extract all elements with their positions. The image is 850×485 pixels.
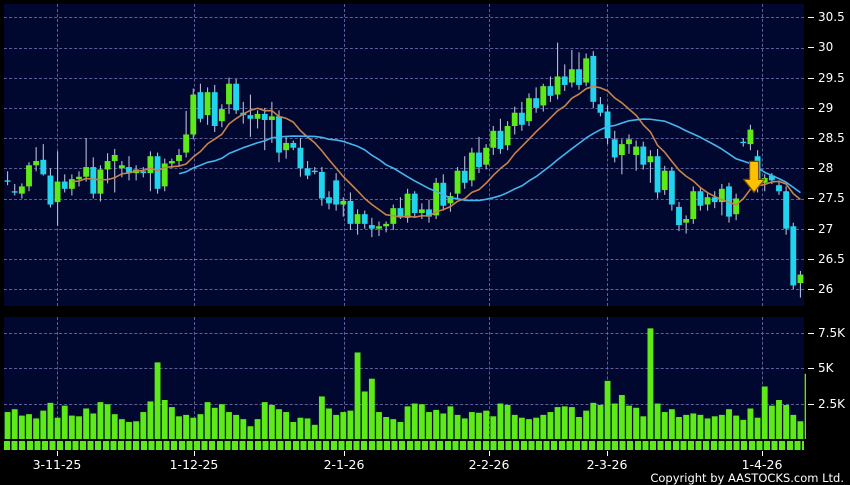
date-tick-label: 2-1-26 [323,457,365,472]
price-gridline [4,17,804,19]
price-axis-tick [808,77,814,79]
volume-axis-label: 7.5K [818,325,845,340]
price-axis-label: 27.5 [818,191,845,206]
date-gridline [344,317,345,439]
price-axis-label: 27 [818,221,834,236]
volume-bar-series [4,328,825,439]
volume-gridline [4,403,804,405]
date-axis: 3-11-25 1-12-25 2-1-26 2-2-26 2-3-26 1-4-26 C… [0,441,850,485]
price-gridline [4,228,804,230]
price-gridline [4,47,804,49]
volume-axis-label: 5K [818,361,834,376]
date-gridline [489,4,490,306]
volume-axis-label: 2.5K [818,396,845,411]
price-axis-tick [808,107,814,109]
price-gridline [4,198,804,200]
price-gridline [4,77,804,79]
date-gridline [344,4,345,306]
down-arrow-marker [742,160,766,193]
price-axis-tick [808,168,814,170]
date-tick-label: 1-4-26 [741,457,783,472]
date-tick-mark [194,451,195,456]
date-gridline [194,4,195,306]
price-gridline [4,138,804,140]
price-axis-tick [808,258,814,260]
price-axis-label: 28 [818,161,834,176]
candlestick-series [4,42,804,298]
price-axis-label: 28.5 [818,131,845,146]
price-axis-tick [808,47,814,49]
price-chart-panel[interactable] [4,4,804,306]
date-gridline [194,317,195,439]
date-gridline [607,4,608,306]
volume-axis-tick [808,403,814,405]
date-tick-label: 2-2-26 [468,457,510,472]
volume-gridline [4,332,804,334]
price-axis-tick [808,198,814,200]
price-axis-tick [808,228,814,230]
price-axis-tick [808,17,814,19]
date-tick-label: 1-12-25 [169,457,219,472]
price-gridline [4,107,804,109]
volume-chart-panel[interactable] [4,317,825,439]
date-gridline [489,317,490,439]
price-axis-label: 29 [818,100,834,115]
price-axis-tick [808,289,814,291]
date-gridline [762,317,763,439]
price-gridline [4,168,804,170]
price-axis-label: 30.5 [818,10,845,25]
volume-gridline [4,368,804,370]
date-gridline [607,317,608,439]
price-gridline [4,258,804,260]
date-tick-label: 2-3-26 [586,457,628,472]
date-tick-mark [344,451,345,456]
date-tick-mark [489,451,490,456]
date-axis-band [4,441,804,450]
date-tick-mark [762,451,763,456]
volume-axis-tick [808,368,814,370]
price-axis-label: 29.5 [818,70,845,85]
date-tick-mark [607,451,608,456]
price-axis: 30.5 30 29.5 29 28.5 28 27.5 27 26.5 26 [806,0,850,310]
date-gridline [762,4,763,306]
date-tick-label: 3-11-25 [32,457,82,472]
date-gridline [57,317,58,439]
copyright-label: Copyright by AASTOCKS.com Ltd. [650,471,844,485]
price-gridline [4,289,804,291]
volume-axis-tick [808,332,814,334]
volume-axis: 7.5K 5K 2.5K [806,313,850,441]
date-tick-mark [57,451,58,456]
price-axis-label: 26.5 [818,251,845,266]
price-axis-label: 30 [818,40,834,55]
price-axis-tick [808,138,814,140]
price-axis-label: 26 [818,282,834,297]
